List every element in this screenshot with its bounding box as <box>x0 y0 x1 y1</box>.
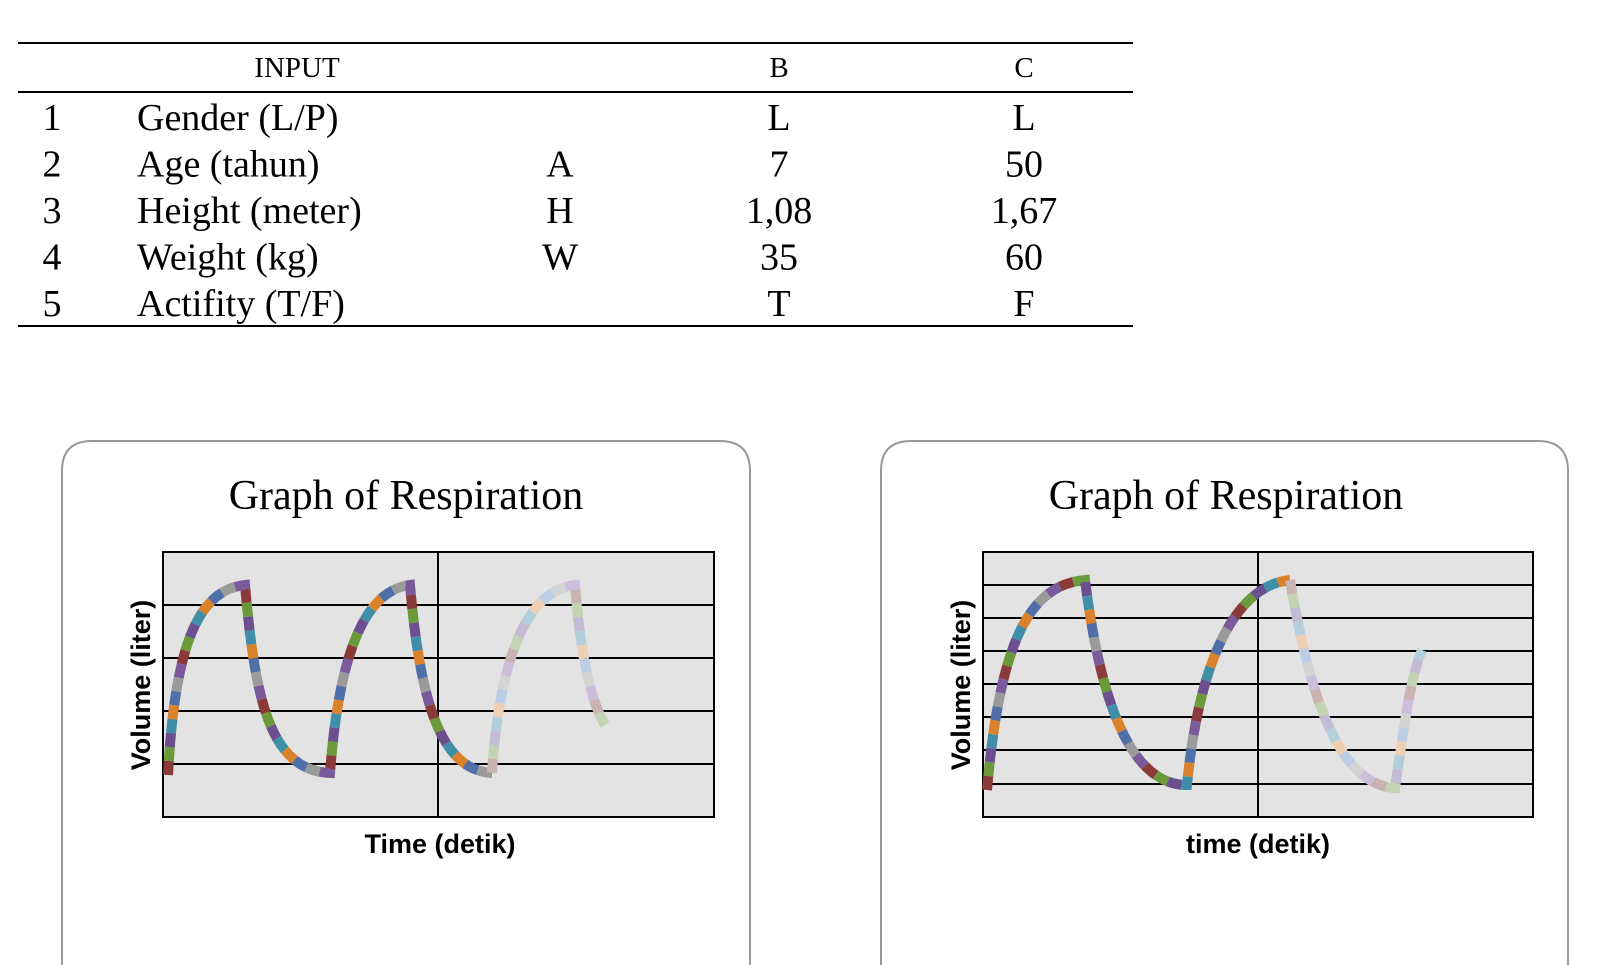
table-cell: A <box>546 144 574 186</box>
chart-title: Graph of Respiration <box>1049 473 1404 519</box>
table-cell: 1,67 <box>991 190 1058 232</box>
table-cell: 1,08 <box>746 190 813 232</box>
x-axis-label: time (detik) <box>1186 829 1330 859</box>
curve-segment <box>1285 579 1427 794</box>
header-cell: INPUT <box>254 52 340 84</box>
curve-segment <box>487 579 610 774</box>
table-cell: Actifity (T/F) <box>137 283 345 325</box>
chart-panel: Graph of Respiration Volume (liter) Time… <box>61 440 751 965</box>
table-cell: 7 <box>770 144 789 186</box>
table-cell: Age (tahun) <box>137 144 320 186</box>
table-cell: 4 <box>43 237 62 279</box>
table-cell: W <box>542 237 578 279</box>
table-cell: L <box>1012 97 1035 139</box>
table-cell: 1 <box>43 97 62 139</box>
curve-segment <box>163 579 493 779</box>
grid <box>163 552 714 817</box>
header-cell: C <box>1014 52 1033 84</box>
curve-segment <box>163 579 493 779</box>
curve-segment <box>982 574 1291 791</box>
table-cell: Weight (kg) <box>137 237 319 279</box>
table-cell: 35 <box>760 237 798 279</box>
table-cell: H <box>546 190 573 232</box>
curve-segment <box>982 574 1291 791</box>
table-cell: 5 <box>43 283 62 325</box>
grid <box>983 552 1533 817</box>
curve-segment <box>487 579 610 774</box>
table-cell: 50 <box>1005 144 1043 186</box>
y-axis-label: Volume (liter) <box>946 600 976 771</box>
table-cell: F <box>1013 283 1034 325</box>
table-cell: L <box>767 97 790 139</box>
panel-border <box>880 440 1569 965</box>
table-cell: 2 <box>43 144 62 186</box>
table-cell: 60 <box>1005 237 1043 279</box>
table-cell: 3 <box>43 190 62 232</box>
curve-segment <box>1285 579 1427 794</box>
x-axis-label: Time (detik) <box>364 829 515 859</box>
respiration-curve <box>163 579 610 779</box>
respiration-curve <box>982 574 1427 794</box>
table-cell: Height (meter) <box>137 190 362 232</box>
panel-border <box>61 440 751 965</box>
table-cell: Gender (L/P) <box>137 97 339 139</box>
chart-panel: Graph of Respiration Volume (liter) time… <box>880 440 1569 965</box>
y-axis-label: Volume (liter) <box>126 600 156 771</box>
table-cell: T <box>767 283 790 325</box>
chart-title: Graph of Respiration <box>229 473 584 519</box>
table-body: 1 Gender (L/P) L L 2 Age (tahun) A 7 50 3 Height (… <box>43 97 1058 325</box>
curve-segment <box>163 579 493 779</box>
header-cell: B <box>769 52 788 84</box>
curve-segment <box>982 574 1291 791</box>
